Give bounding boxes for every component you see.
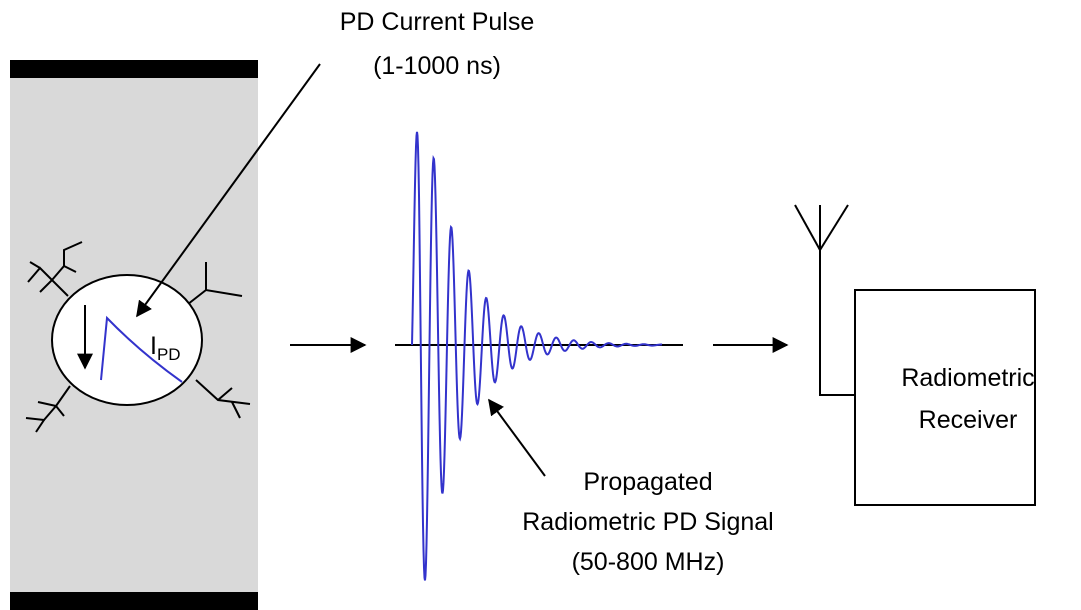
pulse-title: PD Current Pulse (340, 8, 535, 36)
signal-pointer (488, 398, 546, 477)
pulse-pointer (136, 63, 321, 318)
electrode-top (10, 60, 258, 78)
pulse-range: (1-1000 ns) (373, 52, 501, 80)
receiver-label: Radiometric (901, 364, 1034, 392)
current-symbol: IPD (150, 332, 181, 364)
receiver-label: Receiver (919, 406, 1018, 434)
void (51, 274, 203, 406)
signal-label: Propagated (583, 468, 712, 496)
radiometric-signal (411, 131, 663, 581)
signal-range: (50-800 MHz) (572, 548, 725, 576)
receiver-box (854, 289, 1036, 506)
electrode-bottom (10, 592, 258, 610)
antenna (794, 204, 855, 396)
signal-label: Radiometric PD Signal (522, 508, 774, 536)
current-pulse (100, 315, 183, 383)
electrical-trees (25, 241, 251, 433)
